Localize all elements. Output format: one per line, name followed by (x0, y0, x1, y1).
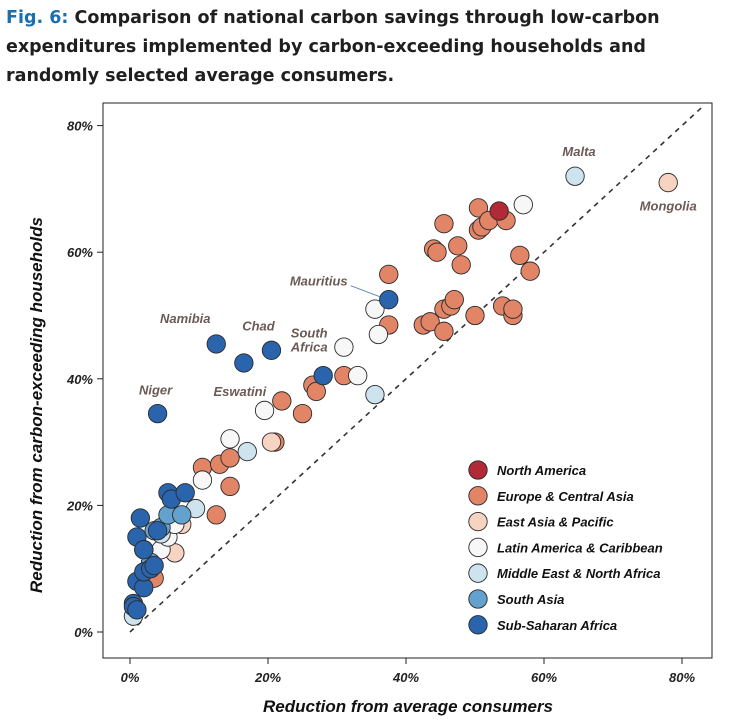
x-axis-label: Reduction from average consumers (263, 697, 553, 716)
legend-label-north-america: North America (497, 463, 586, 478)
point-latin-america-caribbean (365, 299, 385, 319)
annotation-namibia: Namibia (160, 311, 211, 326)
legend-label-sub-saharan-africa: Sub-Saharan Africa (497, 618, 617, 633)
annotation-chad: Chad (242, 318, 276, 333)
legend-marker-middle-east-north-africa (468, 563, 488, 583)
point-europe-central-asia (220, 476, 240, 497)
point-latin-america-caribbean (220, 429, 240, 449)
x-tick-label: 80% (669, 670, 695, 685)
point-north-america (489, 201, 509, 221)
y-axis-label: Reduction from carbon-exceeding househol… (27, 217, 46, 593)
point-sub-saharan-africa (234, 353, 254, 373)
point-middle-east-north-africa (365, 384, 385, 405)
caption-text: Comparison of national carbon savings th… (6, 8, 660, 86)
legend-label-middle-east-north-africa: Middle East & North Africa (497, 566, 660, 581)
point-europe-central-asia (503, 299, 523, 319)
figure-label: Fig. 6: (6, 8, 69, 28)
point-latin-america-caribbean (348, 365, 368, 386)
x-tick-label: 0% (121, 670, 140, 685)
point-latin-america-caribbean (513, 195, 533, 215)
legend: North America Europe & Central Asia East A… (468, 460, 663, 635)
point-europe-central-asia (520, 261, 540, 281)
point-sub-saharan-africa (175, 483, 195, 503)
y-tick-label: 60% (67, 245, 93, 260)
point-sub-saharan-africa (144, 555, 164, 576)
annotation-mauritius: Mauritius (290, 274, 348, 289)
point-europe-central-asia (448, 236, 468, 256)
point-europe-central-asia (272, 391, 292, 411)
point-latin-america-caribbean (254, 400, 275, 421)
y-tick-label: 40% (66, 372, 93, 387)
legend-label-latin-america-caribbean: Latin America & Caribbean (497, 540, 663, 555)
annotation-leader-mauritius (350, 285, 380, 298)
point-sub-saharan-africa (130, 508, 151, 528)
x-tick-label: 20% (254, 670, 281, 685)
point-europe-central-asia (379, 264, 399, 285)
annotation-eswatini: Eswatini (213, 384, 266, 399)
point-latin-america-caribbean (368, 324, 389, 345)
point-europe-central-asia (220, 448, 240, 468)
point-east-asia-pacific (658, 172, 678, 193)
point-sub-saharan-africa (147, 521, 168, 541)
point-sub-saharan-africa (134, 540, 154, 560)
point-middle-east-north-africa (237, 441, 257, 462)
legend-marker-north-america (468, 460, 488, 480)
plot-frame (102, 102, 713, 659)
annotation-mongolia: Mongolia (640, 199, 697, 214)
y-tick-label: 0% (74, 625, 93, 640)
annotations: Malta Mongolia Mauritius Namibia Chad South Af… (139, 144, 697, 399)
point-middle-east-north-africa (565, 166, 585, 186)
annotation-malta: Malta (562, 144, 595, 159)
point-sub-saharan-africa (147, 403, 168, 424)
legend-label-east-asia-pacific: East Asia & Pacific (497, 515, 614, 530)
point-europe-central-asia (292, 403, 313, 424)
legend-marker-east-asia-pacific (468, 511, 488, 532)
point-sub-saharan-africa (127, 600, 147, 620)
y-tick-label: 80% (67, 119, 93, 134)
point-europe-central-asia (206, 505, 226, 525)
x-tick-label: 40% (392, 670, 419, 685)
legend-marker-sub-saharan-africa (468, 615, 488, 635)
legend-label-south-asia: South Asia (497, 592, 564, 607)
legend-label-europe-central-asia: Europe & Central Asia (497, 489, 634, 504)
y-tick-label: 20% (66, 498, 93, 513)
point-south-asia (172, 505, 192, 525)
point-europe-central-asia (420, 312, 440, 332)
data-points (123, 166, 678, 626)
x-tick-label: 60% (531, 670, 557, 685)
annotation-south-africa: South Africa (290, 326, 328, 355)
legend-marker-europe-central-asia (468, 486, 488, 506)
point-east-asia-pacific (261, 432, 282, 452)
point-europe-central-asia (465, 305, 485, 326)
point-latin-america-caribbean (334, 337, 354, 357)
legend-marker-latin-america-caribbean (468, 537, 488, 558)
point-sub-saharan-africa (261, 340, 282, 360)
annotation-niger: Niger (139, 383, 173, 398)
point-europe-central-asia (434, 321, 454, 341)
point-sub-saharan-africa (313, 365, 333, 386)
point-europe-central-asia (444, 290, 464, 310)
point-sub-saharan-africa (379, 290, 399, 310)
point-europe-central-asia (434, 214, 454, 234)
point-europe-central-asia (451, 255, 471, 275)
figure-caption: Fig. 6: Comparison of national carbon sa… (6, 4, 734, 91)
point-europe-central-asia (510, 245, 530, 266)
point-europe-central-asia (427, 242, 447, 262)
axis-ticks: 0% 20% 40% 60% 80% 0% 20% 40% 60% 80% (66, 119, 695, 685)
point-sub-saharan-africa (206, 334, 226, 354)
point-europe-central-asia (468, 198, 489, 218)
point-latin-america-caribbean (192, 470, 213, 490)
legend-marker-south-asia (468, 589, 488, 609)
